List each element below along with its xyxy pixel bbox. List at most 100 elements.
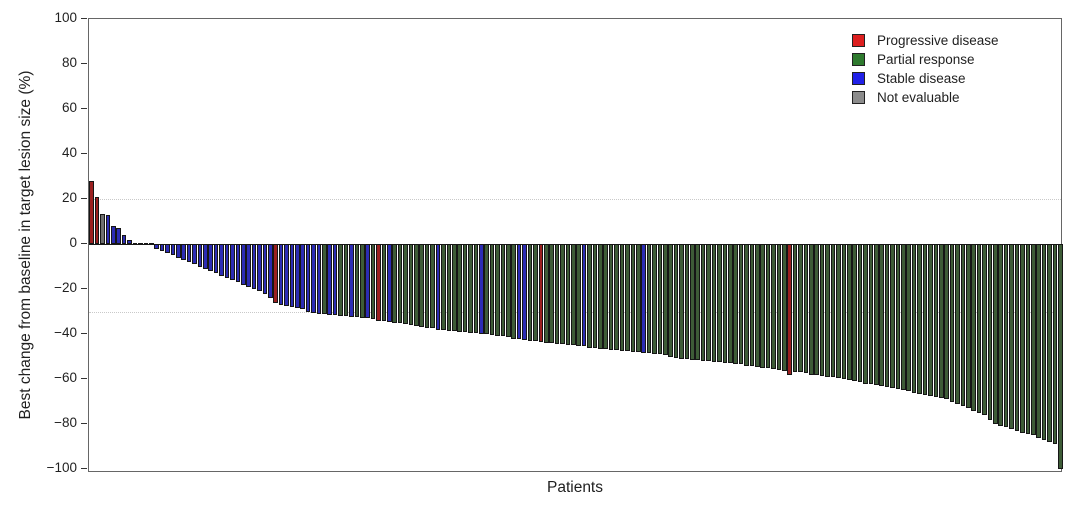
patient-bar (809, 244, 814, 375)
patient-bar (841, 244, 847, 379)
patient-bar (884, 244, 890, 387)
patient-bar (240, 244, 246, 285)
patient-bar (116, 228, 122, 244)
y-tick-mark (81, 108, 87, 109)
y-tick-label: −80 (54, 415, 77, 430)
patient-bar (679, 244, 684, 359)
patient-bar (94, 196, 100, 244)
y-tick-mark (81, 243, 87, 244)
patient-bar (533, 244, 538, 341)
y-tick-mark (81, 153, 87, 154)
patient-bar (917, 244, 922, 394)
y-tick-label: 20 (61, 190, 77, 205)
patient-bar (717, 244, 722, 363)
patient-bar (857, 244, 863, 383)
patient-bar (208, 244, 214, 271)
patient-bar (332, 244, 338, 315)
patient-bar (105, 214, 111, 244)
patient-bar (673, 244, 679, 358)
patient-bar (100, 213, 105, 244)
patient-bar (966, 244, 971, 409)
patient-bar (1020, 244, 1025, 433)
patient-bar (1036, 244, 1041, 438)
patient-bar (765, 244, 771, 368)
patient-bar (246, 244, 251, 287)
patient-bar (397, 244, 403, 323)
patient-bar (711, 244, 717, 363)
patient-bar (890, 244, 895, 388)
patient-bar (938, 244, 944, 399)
patient-bar (933, 244, 939, 397)
y-tick-mark (81, 378, 87, 379)
y-tick-label: −60 (54, 370, 77, 385)
patient-bar (305, 244, 311, 312)
patient-bar (165, 244, 170, 253)
patient-bar (213, 244, 219, 274)
patient-bar (852, 244, 857, 382)
legend-item-stable-disease: Stable disease (852, 69, 999, 88)
y-tick-mark (81, 333, 87, 334)
patient-bar (349, 244, 354, 318)
patient-bar (771, 244, 776, 369)
patient-bar (695, 244, 701, 360)
patient-bar (1009, 244, 1014, 429)
patient-bar (403, 244, 408, 324)
patient-bar (1025, 244, 1031, 435)
y-tick-mark (81, 468, 87, 469)
patient-bar (1030, 244, 1036, 436)
patient-bar (549, 244, 554, 343)
legend-label: Progressive disease (877, 33, 999, 48)
patient-bar (782, 244, 787, 372)
legend-item-progressive-disease: Progressive disease (852, 31, 999, 50)
patient-bar (495, 244, 500, 337)
patient-bar (224, 244, 230, 278)
patient-bar (830, 244, 836, 377)
patient-bar (543, 244, 549, 343)
patient-bar (273, 244, 278, 303)
patient-bar (235, 244, 241, 283)
patient-bar (219, 244, 224, 276)
patient-bar (354, 244, 360, 318)
patient-bar (424, 244, 430, 329)
patient-bar (787, 244, 793, 375)
patient-bar (895, 244, 901, 390)
patient-bar (1052, 244, 1058, 445)
patient-bar (408, 244, 414, 325)
patient-bar (311, 244, 316, 313)
patient-bar (267, 244, 273, 298)
y-tick-label: 80 (61, 55, 77, 70)
y-tick-label: −20 (54, 280, 77, 295)
patient-bar (706, 244, 711, 361)
patient-bar (192, 244, 197, 265)
patient-bar (527, 244, 533, 341)
patient-bar (316, 244, 322, 314)
y-tick-label: −40 (54, 325, 77, 340)
patient-bar (749, 244, 755, 366)
patient-bar (874, 244, 879, 385)
patient-bar (441, 244, 446, 330)
patient-bar (446, 244, 452, 331)
y-tick-mark (81, 198, 87, 199)
reference-line-20 (89, 199, 1061, 200)
patient-bar (868, 244, 874, 384)
patient-bar (1003, 244, 1009, 428)
patient-bar (327, 244, 333, 315)
patient-bar (121, 235, 127, 244)
patient-bar (284, 244, 289, 306)
legend-label: Not evaluable (877, 90, 960, 105)
patient-bar (89, 181, 94, 244)
patient-bar (230, 244, 235, 280)
patient-bar (159, 244, 165, 251)
patient-bar (581, 244, 587, 347)
patient-bar (175, 244, 181, 258)
y-tick-label: 60 (61, 100, 77, 115)
patient-bar (754, 244, 760, 367)
patient-bar (722, 244, 728, 364)
patient-bar (901, 244, 906, 391)
patient-bar (955, 244, 960, 404)
patient-bar (592, 244, 598, 348)
patient-bar (846, 244, 852, 381)
legend-item-not-evaluable: Not evaluable (852, 88, 999, 107)
patient-bar (278, 244, 284, 305)
patient-bar (635, 244, 641, 352)
